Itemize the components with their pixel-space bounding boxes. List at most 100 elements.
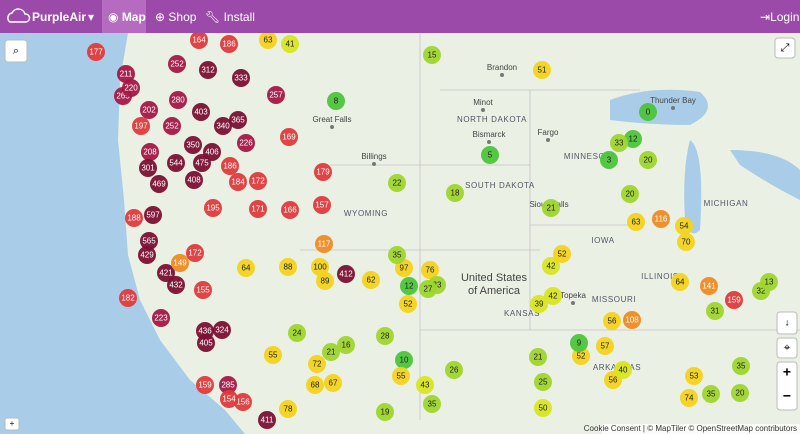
sensor-marker[interactable] — [220, 35, 238, 53]
sensor-marker[interactable] — [639, 103, 657, 121]
sensor-marker[interactable] — [213, 321, 231, 339]
sensor-marker[interactable] — [141, 143, 159, 161]
map[interactable]: NORTH DAKOTA SOUTH DAKOTA MINNESOTA WYOMING… — [0, 33, 800, 434]
dropdown[interactable]: ▾ — [88, 10, 95, 24]
sensor-marker[interactable] — [279, 400, 297, 418]
sensor-marker[interactable] — [337, 265, 355, 283]
sensor-marker[interactable] — [249, 200, 267, 218]
sensor-marker[interactable] — [281, 35, 299, 53]
sensor-marker[interactable] — [388, 246, 406, 264]
sensor-marker[interactable] — [700, 277, 718, 295]
sensor-marker[interactable] — [87, 43, 105, 61]
sensor-marker[interactable] — [677, 233, 695, 251]
sensor-marker[interactable] — [196, 376, 214, 394]
sensor-marker[interactable] — [603, 312, 621, 330]
zoom-in[interactable]: + — [783, 364, 791, 380]
sensor-marker[interactable] — [627, 213, 645, 231]
sensor-marker[interactable] — [192, 103, 210, 121]
sensor-marker[interactable] — [534, 399, 552, 417]
attribution[interactable]: Cookie Consent | © MapTiler © OpenStreet… — [584, 424, 797, 433]
sensor-marker[interactable] — [570, 334, 588, 352]
sensor-marker[interactable] — [399, 295, 417, 313]
sensor-marker[interactable] — [214, 117, 232, 135]
sensor-marker[interactable] — [197, 334, 215, 352]
sensor-marker[interactable] — [117, 65, 135, 83]
sensor-marker[interactable] — [139, 159, 157, 177]
sensor-marker[interactable] — [119, 289, 137, 307]
sensor-marker[interactable] — [190, 33, 208, 49]
sensor-marker[interactable] — [219, 376, 237, 394]
sensor-marker[interactable] — [186, 244, 204, 262]
locate-button[interactable] — [776, 337, 798, 359]
sensor-marker[interactable] — [237, 134, 255, 152]
sensor-marker[interactable] — [534, 373, 552, 391]
sensor-marker[interactable] — [229, 173, 247, 191]
sensor-marker[interactable] — [322, 343, 340, 361]
attrib-toggle[interactable] — [4, 417, 20, 431]
sensor-marker[interactable] — [281, 201, 299, 219]
sensor-marker[interactable] — [167, 276, 185, 294]
nav-item[interactable]: 🔧︎ Install — [205, 10, 255, 24]
sensor-marker[interactable] — [731, 384, 749, 402]
sensor-marker[interactable] — [624, 130, 642, 148]
sensor-marker[interactable] — [639, 151, 657, 169]
sensor-marker[interactable] — [220, 390, 238, 408]
sensor-marker[interactable] — [249, 172, 267, 190]
sensor-marker[interactable] — [652, 210, 670, 228]
info-button[interactable] — [776, 311, 798, 335]
sensor-marker[interactable] — [416, 376, 434, 394]
sensor-marker[interactable] — [706, 302, 724, 320]
sensor-marker[interactable] — [610, 134, 628, 152]
sensor-marker[interactable] — [184, 136, 202, 154]
sensor-marker[interactable] — [132, 117, 150, 135]
sensor-marker[interactable] — [400, 277, 418, 295]
sensor-marker[interactable] — [144, 206, 162, 224]
sensor-marker[interactable] — [530, 295, 548, 313]
sensor-marker[interactable] — [315, 235, 333, 253]
sensor-marker[interactable] — [314, 163, 332, 181]
sensor-marker[interactable] — [376, 403, 394, 421]
sensor-marker[interactable] — [138, 246, 156, 264]
sensor-marker[interactable] — [423, 395, 441, 413]
sensor-marker[interactable] — [544, 287, 562, 305]
sensor-marker[interactable] — [221, 157, 239, 175]
sensor-marker[interactable] — [376, 327, 394, 345]
sensor-marker[interactable] — [675, 217, 693, 235]
sensor-marker[interactable] — [623, 311, 641, 329]
sensor-marker[interactable] — [388, 174, 406, 192]
sensor-marker[interactable] — [171, 254, 189, 272]
nav-item[interactable]: ◉ Map — [108, 10, 146, 24]
sensor-marker[interactable] — [234, 393, 252, 411]
sensor-marker[interactable] — [313, 196, 331, 214]
sensor-marker[interactable] — [542, 199, 560, 217]
search-button[interactable] — [4, 39, 28, 63]
sensor-marker[interactable] — [337, 336, 355, 354]
sensor-marker[interactable] — [327, 92, 345, 110]
sensor-marker[interactable] — [621, 185, 639, 203]
sensor-marker[interactable] — [529, 348, 547, 366]
sensor-marker[interactable] — [760, 273, 778, 291]
sensor-marker[interactable] — [140, 232, 158, 250]
sensor-marker[interactable] — [204, 199, 222, 217]
sensor-marker[interactable] — [140, 101, 158, 119]
sensor-marker[interactable] — [267, 86, 285, 104]
sensor-marker[interactable] — [481, 146, 499, 164]
sensor-marker[interactable] — [163, 117, 181, 135]
sensor-marker[interactable] — [280, 128, 298, 146]
sensor-marker[interactable] — [311, 258, 329, 276]
fullscreen-button[interactable] — [774, 37, 796, 59]
sensor-marker[interactable] — [194, 281, 212, 299]
zoom-out[interactable]: − — [783, 388, 791, 404]
sensor-marker[interactable] — [157, 264, 175, 282]
sensor-marker[interactable] — [553, 245, 571, 263]
sensor-marker[interactable] — [167, 154, 185, 172]
sensor-marker[interactable] — [725, 291, 743, 309]
sensor-marker[interactable] — [600, 151, 618, 169]
sensor-marker[interactable] — [680, 389, 698, 407]
sensor-marker[interactable] — [122, 79, 140, 97]
sensor-marker[interactable] — [421, 261, 439, 279]
login[interactable]: ⇥Login — [760, 10, 800, 24]
sensor-marker[interactable] — [259, 33, 277, 49]
sensor-marker[interactable] — [168, 55, 186, 73]
sensor-marker[interactable] — [306, 376, 324, 394]
